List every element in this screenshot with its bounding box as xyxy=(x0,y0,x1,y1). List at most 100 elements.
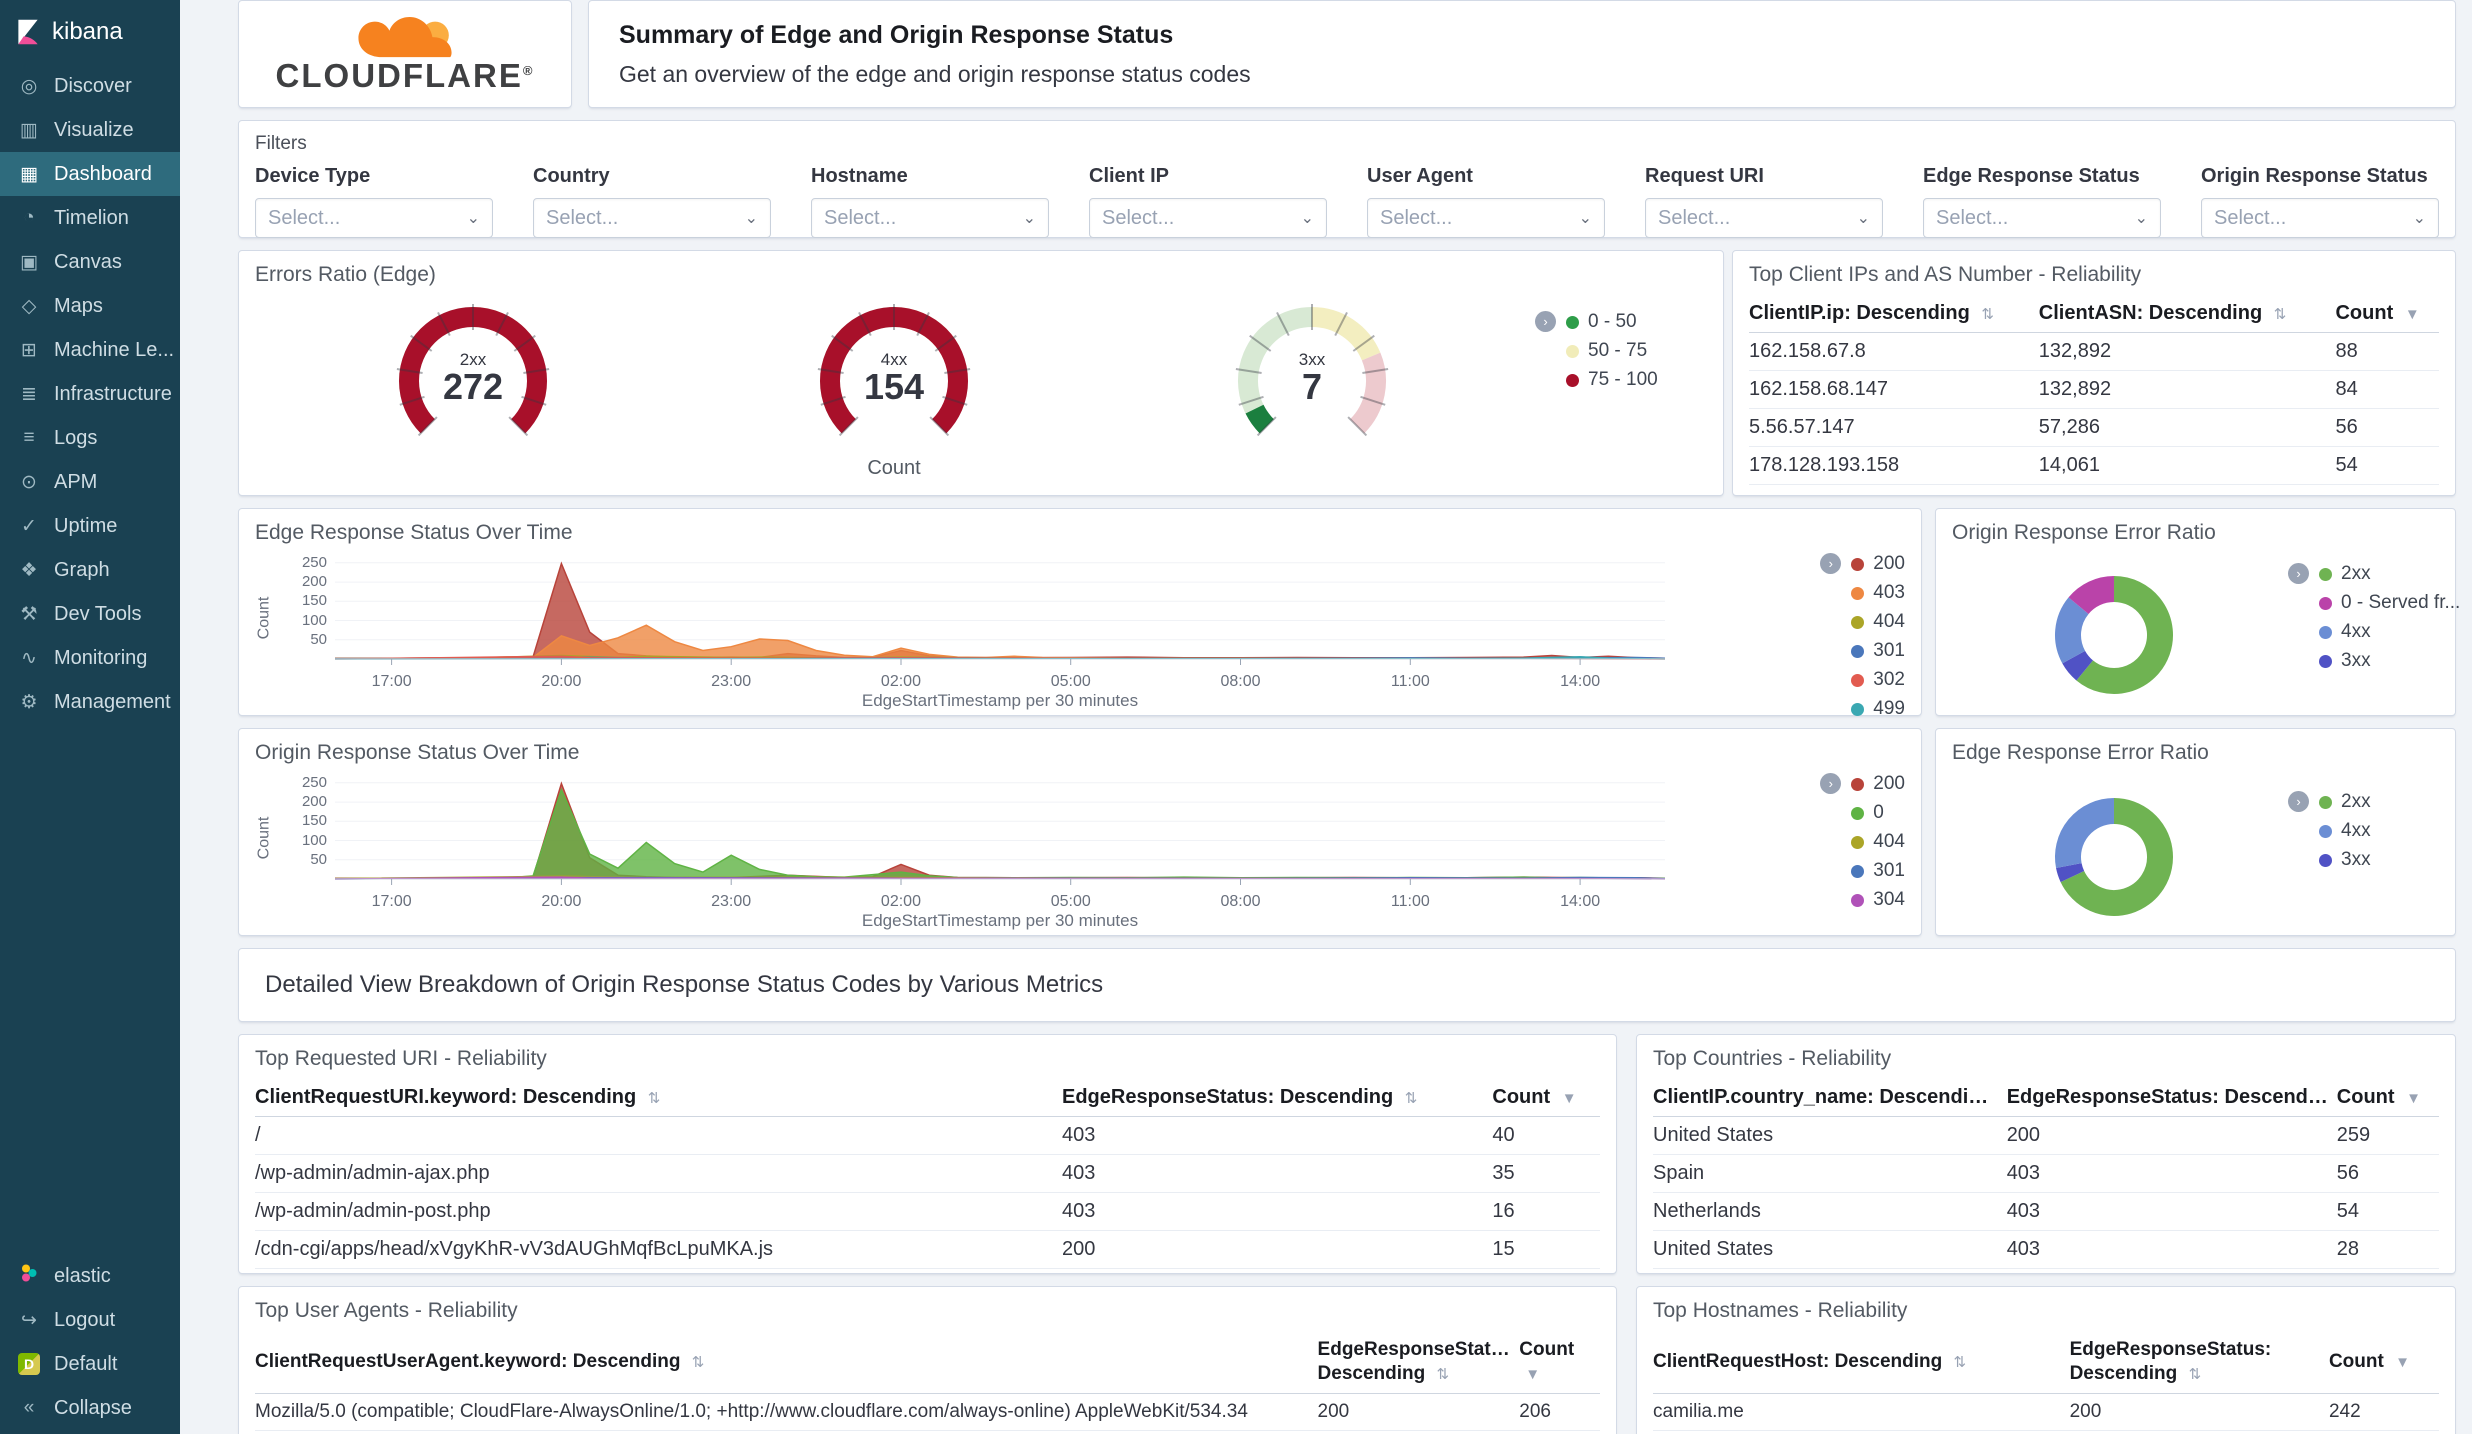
chevron-down-icon: ⌄ xyxy=(466,210,480,227)
legend-item-403[interactable]: 403 xyxy=(1851,582,1905,604)
sidebar-item-monitoring[interactable]: ∿ Monitoring xyxy=(0,636,180,680)
table-row: /wp-admin/admin-post.php 403 16 xyxy=(255,1193,1600,1231)
legend-item-0[interactable]: 0 xyxy=(1851,802,1905,824)
x-axis-tick-label: 08:00 xyxy=(1220,893,1261,910)
legend-toggle-icon[interactable]: › xyxy=(1820,553,1842,574)
sidebar-item-label: Canvas xyxy=(54,250,122,273)
table-row: /cdn-cgi/apps/head/xVgyKhR-vV3dAUGhMqfBc… xyxy=(255,1231,1600,1269)
legend-item-404[interactable]: 404 xyxy=(1851,831,1905,853)
sidebar-item-apm[interactable]: ⊙ APM xyxy=(0,460,180,504)
filter-select-origin-response-status[interactable]: Select... ⌄ xyxy=(2201,198,2439,238)
x-axis-tick-label: 14:00 xyxy=(1560,893,1601,910)
filter-select-request-uri[interactable]: Select... ⌄ xyxy=(1645,198,1883,238)
column-header-clientrequesthost[interactable]: ClientRequestHost: Descending ⇅ xyxy=(1653,1350,1967,1372)
legend-item-302[interactable]: 302 xyxy=(1851,669,1905,691)
sidebar-item-visualize[interactable]: ▥ Visualize xyxy=(0,108,180,152)
legend-toggle-icon[interactable]: › xyxy=(1535,311,1556,332)
filter-select-edge-response-status[interactable]: Select... ⌄ xyxy=(1923,198,2161,238)
sidebar-item-timelion[interactable]: ◔ Timelion xyxy=(0,196,180,240)
sidebar-item-graph[interactable]: ❖ Graph xyxy=(0,548,180,592)
filter-select-country[interactable]: Select... ⌄ xyxy=(533,198,771,238)
legend-item-301[interactable]: 301 xyxy=(1851,640,1905,662)
sidebar-item-canvas[interactable]: ▣ Canvas xyxy=(0,240,180,284)
filter-placeholder: Select... xyxy=(1380,206,1453,229)
column-header-clientrequesturi-keyword[interactable]: ClientRequestURI.keyword: Descending ⇅ xyxy=(255,1086,661,1108)
legend-item-75-100[interactable]: 75 - 100 xyxy=(1566,369,1658,391)
legend-item-2xx[interactable]: 2xx xyxy=(2319,791,2371,813)
legend-label: 403 xyxy=(1873,582,1905,603)
legend-item-404[interactable]: 404 xyxy=(1851,611,1905,633)
column-header-clientip-country-name[interactable]: ClientIP.country_name: Descending ⇅ xyxy=(1653,1079,2007,1116)
table-cell: 132,892 xyxy=(2038,340,2112,362)
legend-toggle-icon[interactable]: › xyxy=(2288,563,2309,584)
sidebar-item-logs[interactable]: ≡ Logs xyxy=(0,416,180,460)
table-cell: Spain xyxy=(1653,1162,1705,1184)
sidebar-footer-logout[interactable]: ↪ Logout xyxy=(0,1298,180,1342)
column-header-clientasn[interactable]: ClientASN: Descending ⇅ xyxy=(2038,302,2287,324)
legend-item-304[interactable]: 304 xyxy=(1851,889,1905,911)
legend-label: 301 xyxy=(1873,860,1905,881)
table-cell: 57,286 xyxy=(2038,416,2100,438)
sidebar-item-machine-learning[interactable]: ⊞ Machine Le... xyxy=(0,328,180,372)
legend-item-200[interactable]: 200 xyxy=(1851,553,1905,575)
legend-item-3xx[interactable]: 3xx xyxy=(2319,650,2460,672)
table-cell: 403 xyxy=(1062,1200,1096,1222)
legend-toggle-icon[interactable]: › xyxy=(2288,791,2309,812)
legend-item-3xx[interactable]: 3xx xyxy=(2319,849,2371,871)
sort-icon: ▼ xyxy=(1525,1365,1541,1383)
column-header-count[interactable]: Count ▼ xyxy=(2336,1086,2421,1108)
legend-item-4xx[interactable]: 4xx xyxy=(2319,621,2460,643)
filter-select-client-ip[interactable]: Select... ⌄ xyxy=(1089,198,1327,238)
column-header-count[interactable]: Count ▼ xyxy=(2335,302,2420,324)
chevron-down-icon: ⌄ xyxy=(1856,210,1870,227)
sidebar-item-dashboard[interactable]: ▦ Dashboard xyxy=(0,152,180,196)
column-header-count[interactable]: Count ▼ xyxy=(1492,1086,1577,1108)
sidebar-item-management[interactable]: ⚙ Management xyxy=(0,680,180,724)
column-header-clientrequestuseragent-keyword[interactable]: ClientRequestUserAgent.keyword: Descendi… xyxy=(255,1350,705,1372)
column-header-count[interactable]: Count ▼ xyxy=(2328,1350,2410,1372)
legend-label: 304 xyxy=(1873,889,1905,910)
kibana-home-link[interactable]: kibana xyxy=(0,0,180,64)
legend-item-200[interactable]: 200 xyxy=(1851,773,1905,795)
filter-select-user-agent[interactable]: Select... ⌄ xyxy=(1367,198,1605,238)
panel-top-hostnames: Top Hostnames - Reliability ClientReques… xyxy=(1636,1286,2456,1434)
sidebar-item-discover[interactable]: ◎ Discover xyxy=(0,64,180,108)
legend-item-499[interactable]: 499 xyxy=(1851,698,1905,720)
filter-label: Origin Response Status xyxy=(2201,165,2428,187)
legend-toggle-icon[interactable]: › xyxy=(1820,773,1842,794)
sidebar-footer-default[interactable]: D Default xyxy=(0,1342,180,1386)
table-row: /wp-admin/admin-ajax.php 403 35 xyxy=(255,1155,1600,1193)
sidebar-item-dev-tools[interactable]: ⚒ Dev Tools xyxy=(0,592,180,636)
column-header-edgeresponsestatus[interactable]: EdgeResponseStatus: Descending ⇅ xyxy=(1317,1339,1520,1384)
x-axis-tick-label: 02:00 xyxy=(880,893,921,910)
filter-select-hostname[interactable]: Select... ⌄ xyxy=(811,198,1049,238)
column-header-clientip-ip[interactable]: ClientIP.ip: Descending ⇅ xyxy=(1749,302,1994,324)
table-cell: 132,892 xyxy=(2038,378,2112,400)
filter-label: Country xyxy=(533,165,610,187)
canvas-icon: ▣ xyxy=(20,251,38,273)
legend-item-0-served-fr[interactable]: 0 - Served fr... xyxy=(2319,592,2460,614)
sidebar-footer-collapse[interactable]: « Collapse xyxy=(0,1386,180,1430)
column-header-edgeresponsestatus[interactable]: EdgeResponseStatus: Descending ⇅ xyxy=(2069,1339,2272,1384)
table-header-row: ClientRequestURI.keyword: Descending ⇅ Ed… xyxy=(255,1079,1600,1117)
sidebar-item-uptime[interactable]: ✓ Uptime xyxy=(0,504,180,548)
filter-label: Device Type xyxy=(255,165,371,187)
filter-placeholder: Select... xyxy=(1102,206,1175,229)
sidebar-item-maps[interactable]: ◇ Maps xyxy=(0,284,180,328)
y-axis-tick-label: 100 xyxy=(301,831,327,849)
table-cell: /cdn-cgi/apps/head/xVgyKhR-vV3dAUGhMqfBc… xyxy=(255,1238,774,1260)
sidebar-footer-elastic[interactable]: elastic xyxy=(0,1254,180,1298)
legend-item-0-50[interactable]: 0 - 50 xyxy=(1566,311,1658,333)
legend-swatch xyxy=(1851,702,1865,716)
dev-tools-icon: ⚒ xyxy=(20,603,38,625)
column-header-edgeresponsestatus[interactable]: EdgeResponseStatus: Descending ⇅ xyxy=(1062,1086,1418,1108)
legend-item-2xx[interactable]: 2xx xyxy=(2319,563,2460,585)
legend-item-301[interactable]: 301 xyxy=(1851,860,1905,882)
column-header-count[interactable]: Count ▼ xyxy=(1519,1339,1575,1383)
filter-select-device-type[interactable]: Select... ⌄ xyxy=(255,198,493,238)
legend-item-4xx[interactable]: 4xx xyxy=(2319,820,2371,842)
sidebar-item-infrastructure[interactable]: ≣ Infrastructure xyxy=(0,372,180,416)
column-header-edgeresponsestatus[interactable]: EdgeResponseStatus: Descending ⇅ xyxy=(2006,1086,2337,1108)
legend-item-50-75[interactable]: 50 - 75 xyxy=(1566,340,1658,362)
panel-top-requested-uri: Top Requested URI - Reliability ClientRe… xyxy=(238,1034,1617,1274)
